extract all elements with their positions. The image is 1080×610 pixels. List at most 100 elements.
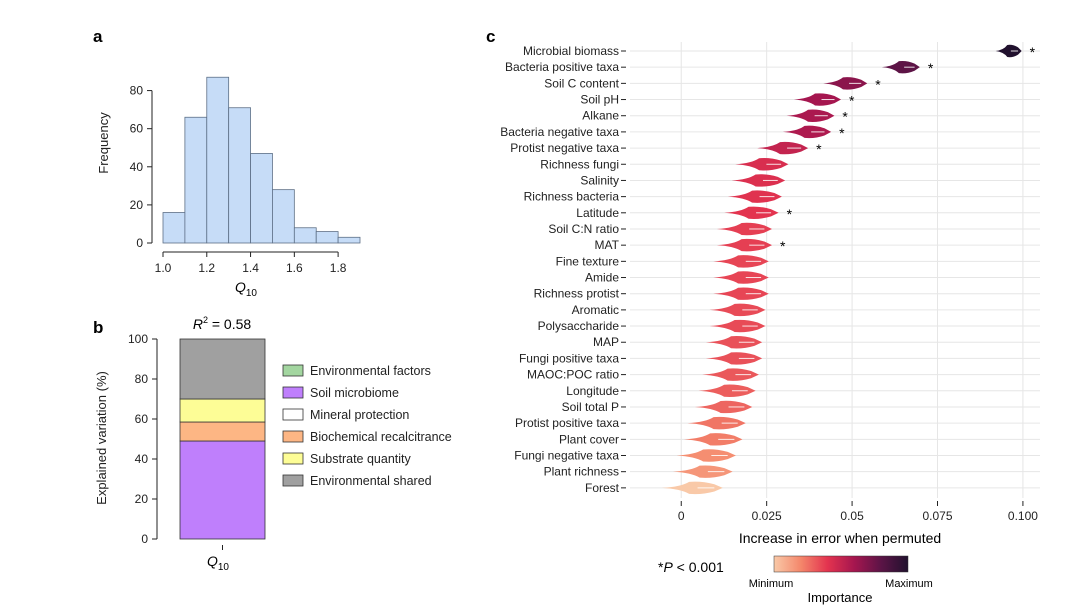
violin-x-tick-label: 0.075 bbox=[922, 509, 952, 523]
significance-star: * bbox=[875, 76, 881, 92]
histogram-bar bbox=[228, 107, 251, 244]
violin-x-tick-label: 0 bbox=[678, 509, 685, 523]
stacked-category-label: Q10 bbox=[207, 553, 229, 573]
violin-shape bbox=[823, 77, 868, 90]
violin-shape bbox=[705, 336, 763, 349]
predictor-label: Bacteria negative taxa bbox=[500, 125, 619, 139]
stacked-segment-soil-microbiome bbox=[179, 440, 266, 540]
significance-star: * bbox=[1030, 44, 1036, 60]
stacked-legend: Environmental factors Soil microbiome Mine… bbox=[282, 364, 452, 488]
histogram-x-axis-label: Q10 bbox=[235, 279, 257, 299]
predictor-label: Aromatic bbox=[572, 303, 619, 317]
violin-shape bbox=[793, 93, 842, 106]
violin-shape bbox=[713, 255, 769, 268]
legend-label: Mineral protection bbox=[310, 408, 409, 422]
predictor-label: Fungi negative taxa bbox=[514, 449, 619, 463]
violin-shape bbox=[702, 368, 759, 381]
predictor-label: Amide bbox=[585, 271, 619, 285]
stacked-y-axis-label: Explained variation (%) bbox=[94, 371, 109, 505]
histogram-bar bbox=[315, 231, 339, 244]
predictor-label: Richness fungi bbox=[540, 157, 619, 171]
legend-label: Environmental factors bbox=[310, 364, 431, 378]
violin-shape bbox=[782, 125, 832, 139]
predictor-label: Fungi positive taxa bbox=[519, 351, 619, 365]
legend-swatch bbox=[282, 452, 304, 465]
predictor-label: Bacteria positive taxa bbox=[505, 60, 619, 74]
violin-shape bbox=[694, 400, 753, 414]
violin-shape bbox=[661, 481, 723, 495]
colorbar-min-label: Minimum bbox=[749, 578, 794, 590]
violin-shape bbox=[709, 319, 766, 333]
violin-shape bbox=[786, 109, 835, 122]
violin-shape bbox=[676, 449, 736, 462]
histogram-bar bbox=[184, 116, 208, 244]
violin-x-axis-label: Increase in error when permuted bbox=[739, 530, 941, 546]
colorbar bbox=[773, 555, 909, 573]
legend-label: Soil microbiome bbox=[310, 386, 399, 400]
significance-star: * bbox=[928, 60, 934, 76]
predictor-label: Richness protist bbox=[534, 287, 620, 301]
histogram-y-tick-label: 20 bbox=[130, 198, 144, 212]
significance-note: *P < 0.001 bbox=[658, 559, 724, 575]
histogram-bar bbox=[337, 236, 361, 244]
violin-shape bbox=[709, 303, 766, 317]
violin-shape bbox=[731, 174, 786, 187]
stacked-segment-biochemical-recalcitrance bbox=[179, 421, 266, 442]
predictor-label: Soil total P bbox=[562, 400, 619, 414]
histogram-y-axis-label: Frequency bbox=[96, 112, 111, 174]
violin-shape bbox=[687, 416, 746, 430]
legend-label: Environmental shared bbox=[310, 474, 432, 488]
predictor-label: MAOC:POC ratio bbox=[527, 368, 619, 382]
legend-swatch bbox=[282, 430, 304, 443]
histogram-bar bbox=[250, 153, 273, 244]
colorbar-max-label: Maximum bbox=[885, 578, 933, 590]
histogram-x-tick-label: 1.2 bbox=[198, 261, 215, 275]
stacked-y-tick-label: 0 bbox=[141, 532, 148, 546]
stacked-y-tick-label: 40 bbox=[135, 452, 149, 466]
significance-star: * bbox=[842, 109, 848, 125]
panel-label-a: a bbox=[93, 27, 103, 46]
predictor-label: Soil pH bbox=[580, 93, 619, 107]
histogram-y-tick-label: 40 bbox=[130, 160, 144, 174]
violin-x-tick-label: 0.100 bbox=[1008, 509, 1038, 523]
violin-shape bbox=[716, 222, 773, 236]
predictor-label: Longitude bbox=[566, 384, 619, 398]
violin-shape bbox=[757, 141, 809, 155]
panel-label-b: b bbox=[93, 318, 103, 337]
stacked-y-tick-label: 20 bbox=[135, 492, 149, 506]
colorbar-title: Importance bbox=[807, 590, 872, 605]
legend-label: Substrate quantity bbox=[310, 452, 412, 466]
histogram-y-tick-label: 0 bbox=[136, 236, 143, 250]
stacked-bar-panel: R2 = 0.58 0 20 40 60 80 100 Explained variati… bbox=[94, 315, 452, 573]
predictor-label: MAT bbox=[595, 238, 620, 252]
histogram-y-tick-label: 60 bbox=[130, 122, 144, 136]
predictor-label: Plant richness bbox=[544, 465, 619, 479]
histogram-x-tick-label: 1.8 bbox=[330, 261, 347, 275]
stacked-y-tick-label: 60 bbox=[135, 412, 149, 426]
predictor-label: Microbial biomass bbox=[523, 44, 619, 58]
predictor-label: Protist negative taxa bbox=[510, 141, 619, 155]
violin-shape bbox=[672, 465, 733, 478]
predictor-label: Alkane bbox=[582, 109, 619, 123]
violin-shape bbox=[713, 287, 769, 300]
predictor-label: Salinity bbox=[580, 173, 619, 187]
histogram-bar bbox=[272, 189, 295, 244]
stacked-segment-environmental-shared bbox=[179, 338, 266, 400]
histogram-x-tick-label: 1.4 bbox=[242, 261, 259, 275]
predictor-label: Plant cover bbox=[559, 432, 619, 446]
significance-star: * bbox=[780, 238, 786, 254]
violin-shape bbox=[881, 60, 920, 74]
histogram-bar bbox=[162, 212, 186, 244]
predictor-label: Fine texture bbox=[556, 254, 620, 268]
violin-x-tick-label: 0.025 bbox=[752, 509, 782, 523]
stacked-segment-substrate-quantity bbox=[179, 398, 266, 423]
r-squared-title: R2 = 0.58 bbox=[193, 315, 252, 332]
violin-x-tick-label: 0.05 bbox=[840, 509, 864, 523]
violin-shape bbox=[724, 206, 779, 220]
stacked-y-tick-label: 100 bbox=[128, 332, 148, 346]
predictor-label: MAP bbox=[593, 335, 619, 349]
legend-swatch bbox=[282, 408, 304, 421]
violin-shape bbox=[716, 238, 773, 252]
